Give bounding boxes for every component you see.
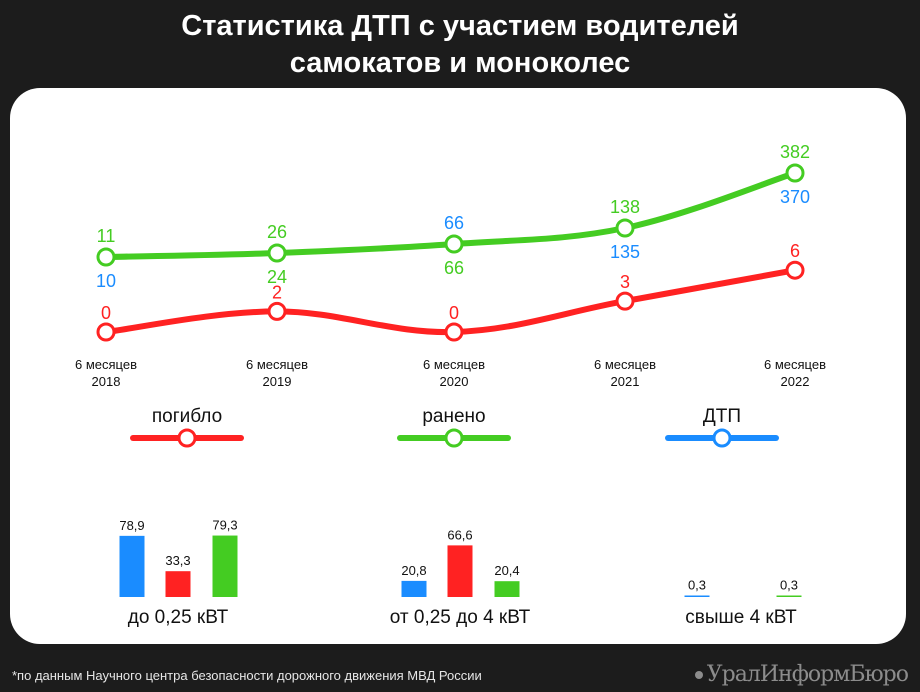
data-label-upper: 11	[97, 226, 116, 246]
data-label-killed: 0	[449, 303, 459, 323]
tick-label-period: 6 месяцев	[423, 357, 485, 372]
bar-value-label: 20,8	[401, 563, 426, 578]
source-footnote: *по данным Научного центра безопасности …	[12, 668, 482, 683]
title-line-2: самокатов и моноколес	[289, 47, 631, 79]
bar-value-label: 33,3	[165, 553, 190, 568]
bar	[684, 595, 710, 597]
bar	[212, 535, 238, 597]
data-label-killed: 2	[272, 282, 282, 302]
bar-value-label: 0,3	[688, 578, 706, 593]
legend-marker	[712, 428, 732, 448]
data-point-injured	[267, 243, 287, 263]
tick-label-year: 2020	[440, 374, 469, 389]
bar	[494, 581, 520, 597]
bar-value-label: 79,3	[212, 518, 237, 533]
data-point-injured	[444, 234, 464, 254]
data-point-killed	[267, 301, 287, 321]
data-label-lower: 10	[96, 271, 116, 291]
brand-dot-icon	[694, 671, 703, 679]
data-point-killed	[96, 322, 116, 342]
data-point-injured	[615, 218, 635, 238]
bar-group-label: от 0,25 до 4 кВТ	[390, 607, 531, 628]
legend-label: ранено	[422, 406, 485, 427]
tick-label-period: 6 месяцев	[246, 357, 308, 372]
tick-label-year: 2022	[781, 374, 810, 389]
data-label-lower: 135	[610, 242, 640, 262]
tick-label-year: 2021	[611, 374, 640, 389]
bar	[119, 535, 145, 597]
data-label-lower: 24	[267, 267, 287, 287]
data-label-upper: 382	[780, 142, 810, 162]
data-label-lower: 370	[780, 187, 810, 207]
data-label-killed: 6	[790, 241, 800, 261]
bar	[165, 571, 191, 597]
legend-label: ДТП	[703, 406, 741, 427]
bar-group-label: свыше 4 кВТ	[685, 607, 797, 628]
bar-value-label: 78,9	[119, 518, 144, 533]
tick-label-year: 2018	[92, 374, 121, 389]
tick-label-period: 6 месяцев	[75, 357, 137, 372]
bar-value-label: 66,6	[447, 527, 472, 542]
tick-label-period: 6 месяцев	[594, 357, 656, 372]
bar-group-label: до 0,25 кВТ	[128, 607, 229, 628]
data-point-injured	[785, 163, 805, 183]
data-point-killed	[785, 260, 805, 280]
data-label-killed: 0	[101, 303, 111, 323]
bar-value-label: 0,3	[780, 578, 798, 593]
bar	[776, 595, 802, 597]
data-point-killed	[444, 322, 464, 342]
legend-marker	[444, 428, 464, 448]
data-label-upper: 26	[267, 222, 287, 242]
brand-logo: УралИнформБюро	[694, 662, 909, 687]
legend-label: погибло	[152, 406, 222, 427]
data-point-killed	[615, 291, 635, 311]
chart-title: Статистика ДТП с участием водителей само…	[0, 8, 920, 82]
data-label-lower: 66	[444, 258, 464, 278]
title-line-1: Статистика ДТП с участием водителей	[181, 10, 739, 42]
tick-label-year: 2019	[263, 374, 292, 389]
legend-marker	[177, 428, 197, 448]
data-label-upper: 66	[444, 213, 464, 233]
bar-value-label: 20,4	[494, 563, 519, 578]
data-label-killed: 3	[620, 272, 630, 292]
brand-name: УралИнформБюро	[706, 662, 909, 687]
bar	[447, 545, 473, 597]
data-point-injured	[96, 247, 116, 267]
bar	[401, 580, 427, 597]
data-label-upper: 138	[610, 197, 640, 217]
tick-label-period: 6 месяцев	[764, 357, 826, 372]
